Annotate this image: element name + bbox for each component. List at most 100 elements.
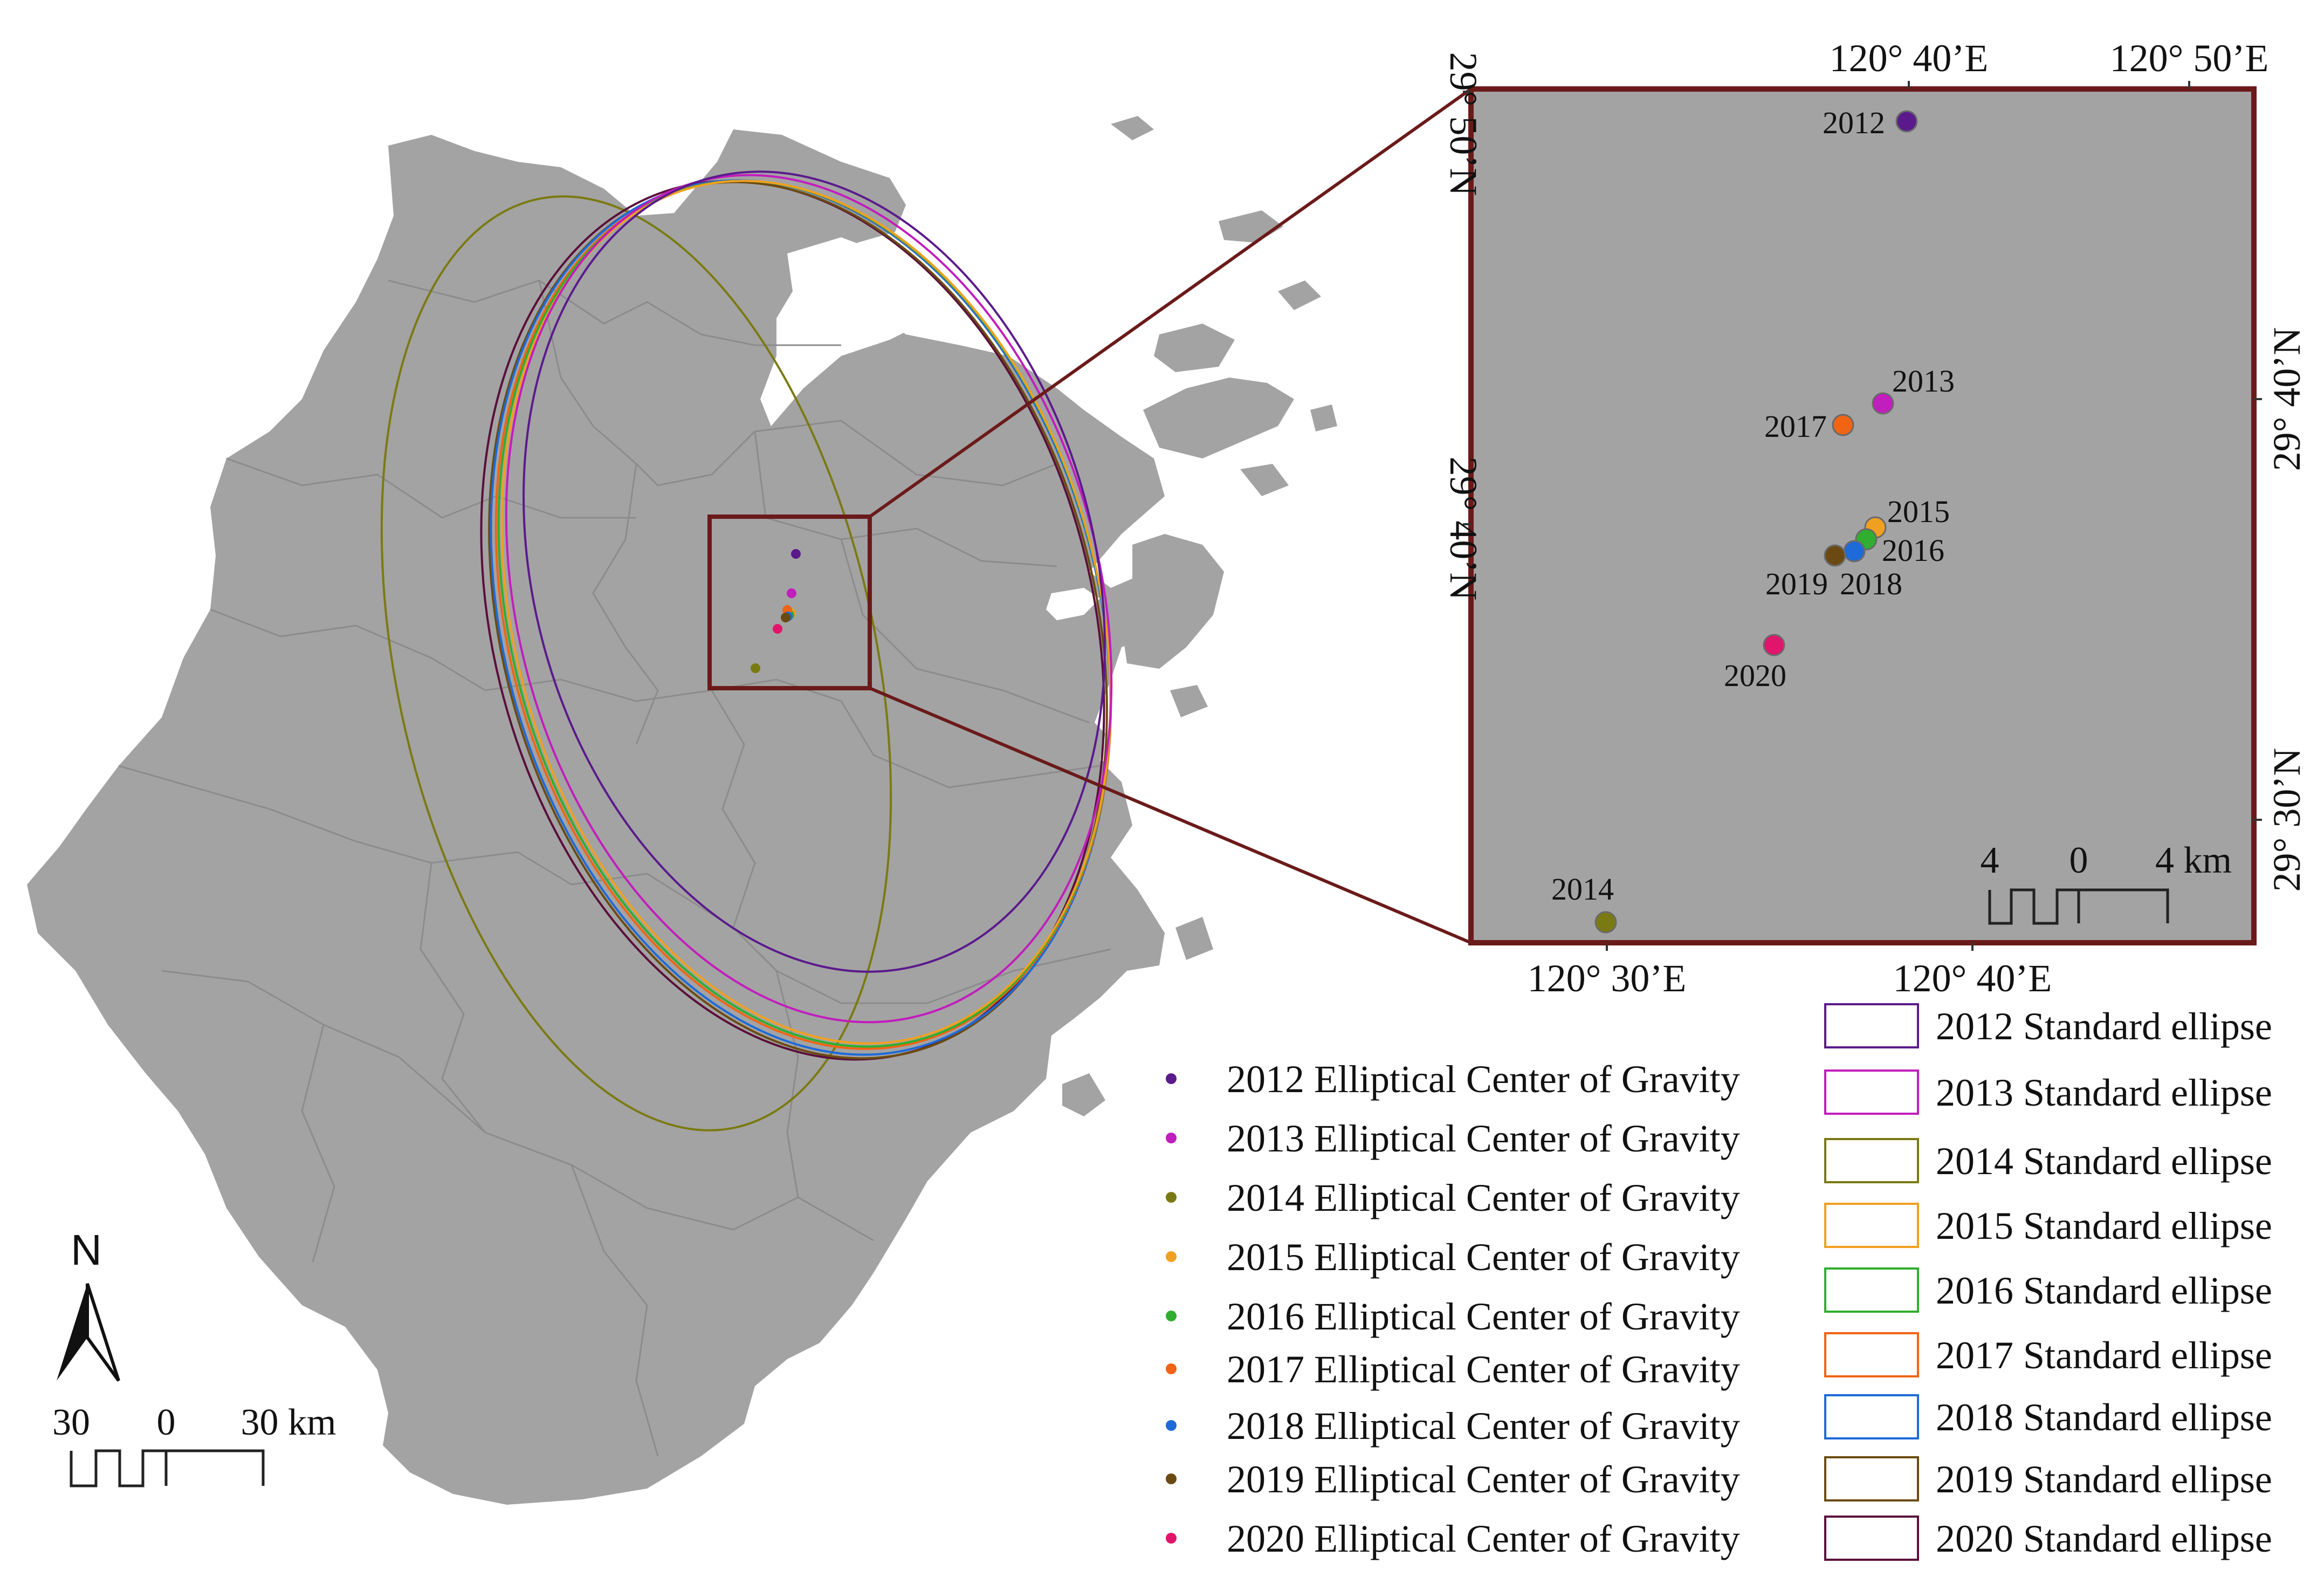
inset-top-label-2: 120° 50’E <box>2110 37 2269 80</box>
legend-point-label: 2017 Elliptical Center of Gravity <box>1227 1348 1740 1391</box>
legend-ellipse-label: 2020 Standard ellipse <box>1936 1517 2272 1560</box>
main-center-2019 <box>781 613 790 622</box>
legend-ellipse-label: 2018 Standard ellipse <box>1936 1396 2272 1439</box>
inset-label-2016: 2016 <box>1882 533 1944 568</box>
legend-ellipse-item: 2016 Standard ellipse <box>1824 1267 2272 1313</box>
ellipse-2012 <box>522 170 1106 973</box>
inset-label-2017: 2017 <box>1764 409 1827 444</box>
inset-label-2013: 2013 <box>1892 364 1955 399</box>
legend-ellipse-item: 2015 Standard ellipse <box>1824 1203 2272 1248</box>
legend-ellipse-label: 2015 Standard ellipse <box>1936 1204 2272 1247</box>
legend-standard-ellipses: 2012 Standard ellipse 2013 Standard elli… <box>1824 1003 2272 1561</box>
inset-scale-left: 4 <box>1981 840 1999 881</box>
legend-ellipse-label: 2014 Standard ellipse <box>1936 1140 2272 1183</box>
legend-point-label: 2018 Elliptical Center of Gravity <box>1227 1404 1740 1448</box>
legend-point-swatch <box>1166 1533 1177 1544</box>
main-scale-left: 30 <box>52 1402 90 1443</box>
zoom-extent-box <box>707 515 872 690</box>
inset-label-2018: 2018 <box>1840 566 1902 601</box>
legend-point-swatch <box>1166 1192 1177 1203</box>
legend-point-item: 2012 Elliptical Center of Gravity <box>1166 1058 1740 1101</box>
legend-point-label: 2012 Elliptical Center of Gravity <box>1227 1058 1740 1101</box>
inset-label-2015: 2015 <box>1887 494 1950 529</box>
main-center-2014 <box>751 663 760 673</box>
inset-point-2012 <box>1895 110 1918 133</box>
inset-point-2018 <box>1843 540 1866 563</box>
inset-label-2020: 2020 <box>1724 658 1786 693</box>
legend-ellipse-swatch <box>1824 1203 1919 1248</box>
inset-point-2020 <box>1763 634 1785 656</box>
district-boundaries <box>118 279 1111 1457</box>
inset-right-label-1: 29° 40’N <box>2265 327 2308 471</box>
legend-point-label: 2019 Elliptical Center of Gravity <box>1227 1458 1740 1501</box>
legend-gravity-centers: 2012 Elliptical Center of Gravity 2013 E… <box>1166 1058 1740 1560</box>
inset-left-label-1: 29° 50’N <box>1442 52 1485 196</box>
legend-ellipse-swatch <box>1824 1332 1919 1377</box>
inset-label-2014: 2014 <box>1551 872 1614 907</box>
legend-point-label: 2013 Elliptical Center of Gravity <box>1227 1117 1740 1160</box>
legend-ellipse-item: 2013 Standard ellipse <box>1824 1069 2272 1115</box>
bay-water <box>760 237 922 426</box>
legend-point-item: 2014 Elliptical Center of Gravity <box>1166 1176 1740 1219</box>
inlet-water <box>1046 588 1100 620</box>
inset-right-label-2: 29° 30’N <box>2265 748 2308 892</box>
main-scale-right: 30 km <box>241 1402 336 1443</box>
main-center-2012 <box>791 549 801 559</box>
main-scale-line <box>70 1449 265 1487</box>
inset-point-2017 <box>1832 414 1854 436</box>
legend-point-item: 2013 Elliptical Center of Gravity <box>1166 1117 1740 1160</box>
legend-ellipse-item: 2020 Standard ellipse <box>1824 1516 2272 1561</box>
legend-ellipse-label: 2016 Standard ellipse <box>1936 1269 2272 1312</box>
legend-point-item: 2017 Elliptical Center of Gravity <box>1166 1348 1740 1391</box>
main-map <box>27 116 1337 1505</box>
legend-point-label: 2014 Elliptical Center of Gravity <box>1227 1176 1740 1219</box>
inset-scale-mid: 0 <box>2069 840 2088 881</box>
legend-ellipse-swatch <box>1824 1138 1919 1183</box>
inset-ticks <box>1463 81 2262 951</box>
legend-ellipse-item: 2018 Standard ellipse <box>1824 1394 2272 1439</box>
legend-ellipse-label: 2017 Standard ellipse <box>1936 1334 2272 1377</box>
inset-bottom-label-2: 120° 40’E <box>1893 957 2052 1000</box>
inset-gravity-centers <box>1594 110 1918 934</box>
legend-ellipse-item: 2017 Standard ellipse <box>1824 1332 2272 1377</box>
inset-connectors <box>869 87 1472 944</box>
inset-label-2019: 2019 <box>1765 566 1828 601</box>
legend-point-swatch <box>1166 1363 1177 1374</box>
inset-point-2013 <box>1872 392 1894 415</box>
inset-frame <box>1468 86 2257 945</box>
legend-ellipse-swatch <box>1824 1456 1919 1501</box>
inset-scale-bar: 4 0 4 km <box>1981 840 2232 925</box>
north-arrow-icon <box>57 1283 120 1382</box>
legend-point-item: 2019 Elliptical Center of Gravity <box>1166 1458 1740 1501</box>
inset-point-2019 <box>1824 544 1846 567</box>
province-landmass <box>27 129 1181 1505</box>
inset-label-2012: 2012 <box>1823 105 1885 140</box>
offshore-islands <box>1062 116 1337 1116</box>
inset-top-label-1: 120° 40’E <box>1830 37 1989 80</box>
inset-point-labels: 2012 2013 2017 2015 2016 2019 2018 2020 … <box>1551 105 1955 907</box>
inset-scale-right: 4 km <box>2155 840 2232 881</box>
main-scale-bar: 30 0 30 km <box>52 1402 336 1487</box>
legend-point-item: 2018 Elliptical Center of Gravity <box>1166 1404 1740 1448</box>
legend-ellipse-item: 2019 Standard ellipse <box>1824 1456 2272 1501</box>
legend-ellipse-swatch <box>1824 1069 1919 1115</box>
legend-point-swatch <box>1166 1133 1177 1143</box>
main-center-2020 <box>773 624 782 634</box>
inset-left-label-2: 29° 40’N <box>1442 457 1485 601</box>
ellipse-2015 <box>500 180 1112 1045</box>
main-scale-mid: 0 <box>157 1402 176 1443</box>
legend-point-swatch <box>1166 1311 1177 1321</box>
legend-ellipse-label: 2013 Standard ellipse <box>1936 1071 2272 1114</box>
main-center-2013 <box>787 588 796 598</box>
legend-ellipse-label: 2012 Standard ellipse <box>1936 1005 2272 1048</box>
legend-ellipse-label: 2019 Standard ellipse <box>1936 1458 2272 1501</box>
north-arrow: N <box>57 1226 120 1382</box>
legend-point-label: 2020 Elliptical Center of Gravity <box>1227 1517 1740 1560</box>
inset-point-2014 <box>1594 911 1617 934</box>
legend-ellipse-swatch <box>1824 1394 1919 1439</box>
legend-ellipse-item: 2014 Standard ellipse <box>1824 1138 2272 1183</box>
legend-point-label: 2015 Elliptical Center of Gravity <box>1227 1236 1740 1279</box>
legend-point-swatch <box>1166 1420 1177 1431</box>
legend-ellipse-swatch <box>1824 1003 1919 1048</box>
